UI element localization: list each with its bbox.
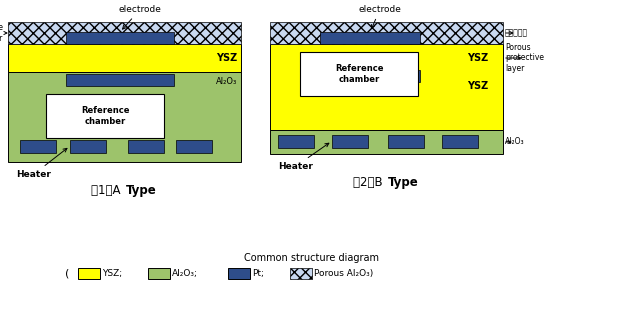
Text: Heater: Heater xyxy=(16,148,67,179)
Text: Common structure diagram: Common structure diagram xyxy=(245,253,379,263)
Text: （2）B: （2）B xyxy=(353,176,386,189)
Bar xyxy=(442,135,478,148)
Text: YSZ: YSZ xyxy=(216,53,237,63)
Bar xyxy=(228,268,250,279)
Text: Pt;: Pt; xyxy=(252,269,264,278)
Bar xyxy=(176,140,212,153)
Bar xyxy=(148,268,170,279)
Bar xyxy=(20,140,56,153)
Text: Reference
chamber: Reference chamber xyxy=(80,106,129,126)
Bar xyxy=(320,70,420,82)
Text: Type: Type xyxy=(388,176,418,189)
Text: Type: Type xyxy=(125,184,156,197)
Text: Heater: Heater xyxy=(278,143,329,171)
Bar xyxy=(332,135,368,148)
Bar xyxy=(270,22,503,44)
Bar xyxy=(290,268,312,279)
Bar xyxy=(278,135,314,148)
Text: (: ( xyxy=(65,269,69,278)
Text: Al₂O₃: Al₂O₃ xyxy=(505,138,525,146)
Text: Porous
protective
layer: Porous protective layer xyxy=(505,43,544,73)
Text: 多孔保护层: 多孔保护层 xyxy=(505,28,528,37)
Bar xyxy=(66,32,174,44)
Bar xyxy=(46,94,164,138)
Text: protective
layer: protective layer xyxy=(0,23,7,43)
Text: （1）A: （1）A xyxy=(91,184,125,197)
Bar xyxy=(388,135,424,148)
Text: YSZ;: YSZ; xyxy=(102,269,122,278)
Bar xyxy=(8,44,241,72)
Text: electrode: electrode xyxy=(119,5,162,29)
Text: YSZ: YSZ xyxy=(467,81,488,91)
Bar xyxy=(270,130,503,154)
Bar xyxy=(8,22,241,44)
Text: Al₂O₃;: Al₂O₃; xyxy=(172,269,198,278)
Bar xyxy=(270,44,503,130)
Bar xyxy=(70,140,106,153)
Text: electrode: electrode xyxy=(359,5,401,28)
Bar xyxy=(78,268,100,279)
Bar xyxy=(300,52,418,96)
Text: Al₂O₃: Al₂O₃ xyxy=(216,78,237,87)
Bar xyxy=(128,140,164,153)
Bar xyxy=(66,74,174,86)
Text: Reference
chamber: Reference chamber xyxy=(334,64,383,84)
Bar xyxy=(320,32,420,44)
Text: Porous Al₂O₃): Porous Al₂O₃) xyxy=(314,269,373,278)
Text: YSZ: YSZ xyxy=(467,53,488,63)
Bar xyxy=(8,72,241,162)
